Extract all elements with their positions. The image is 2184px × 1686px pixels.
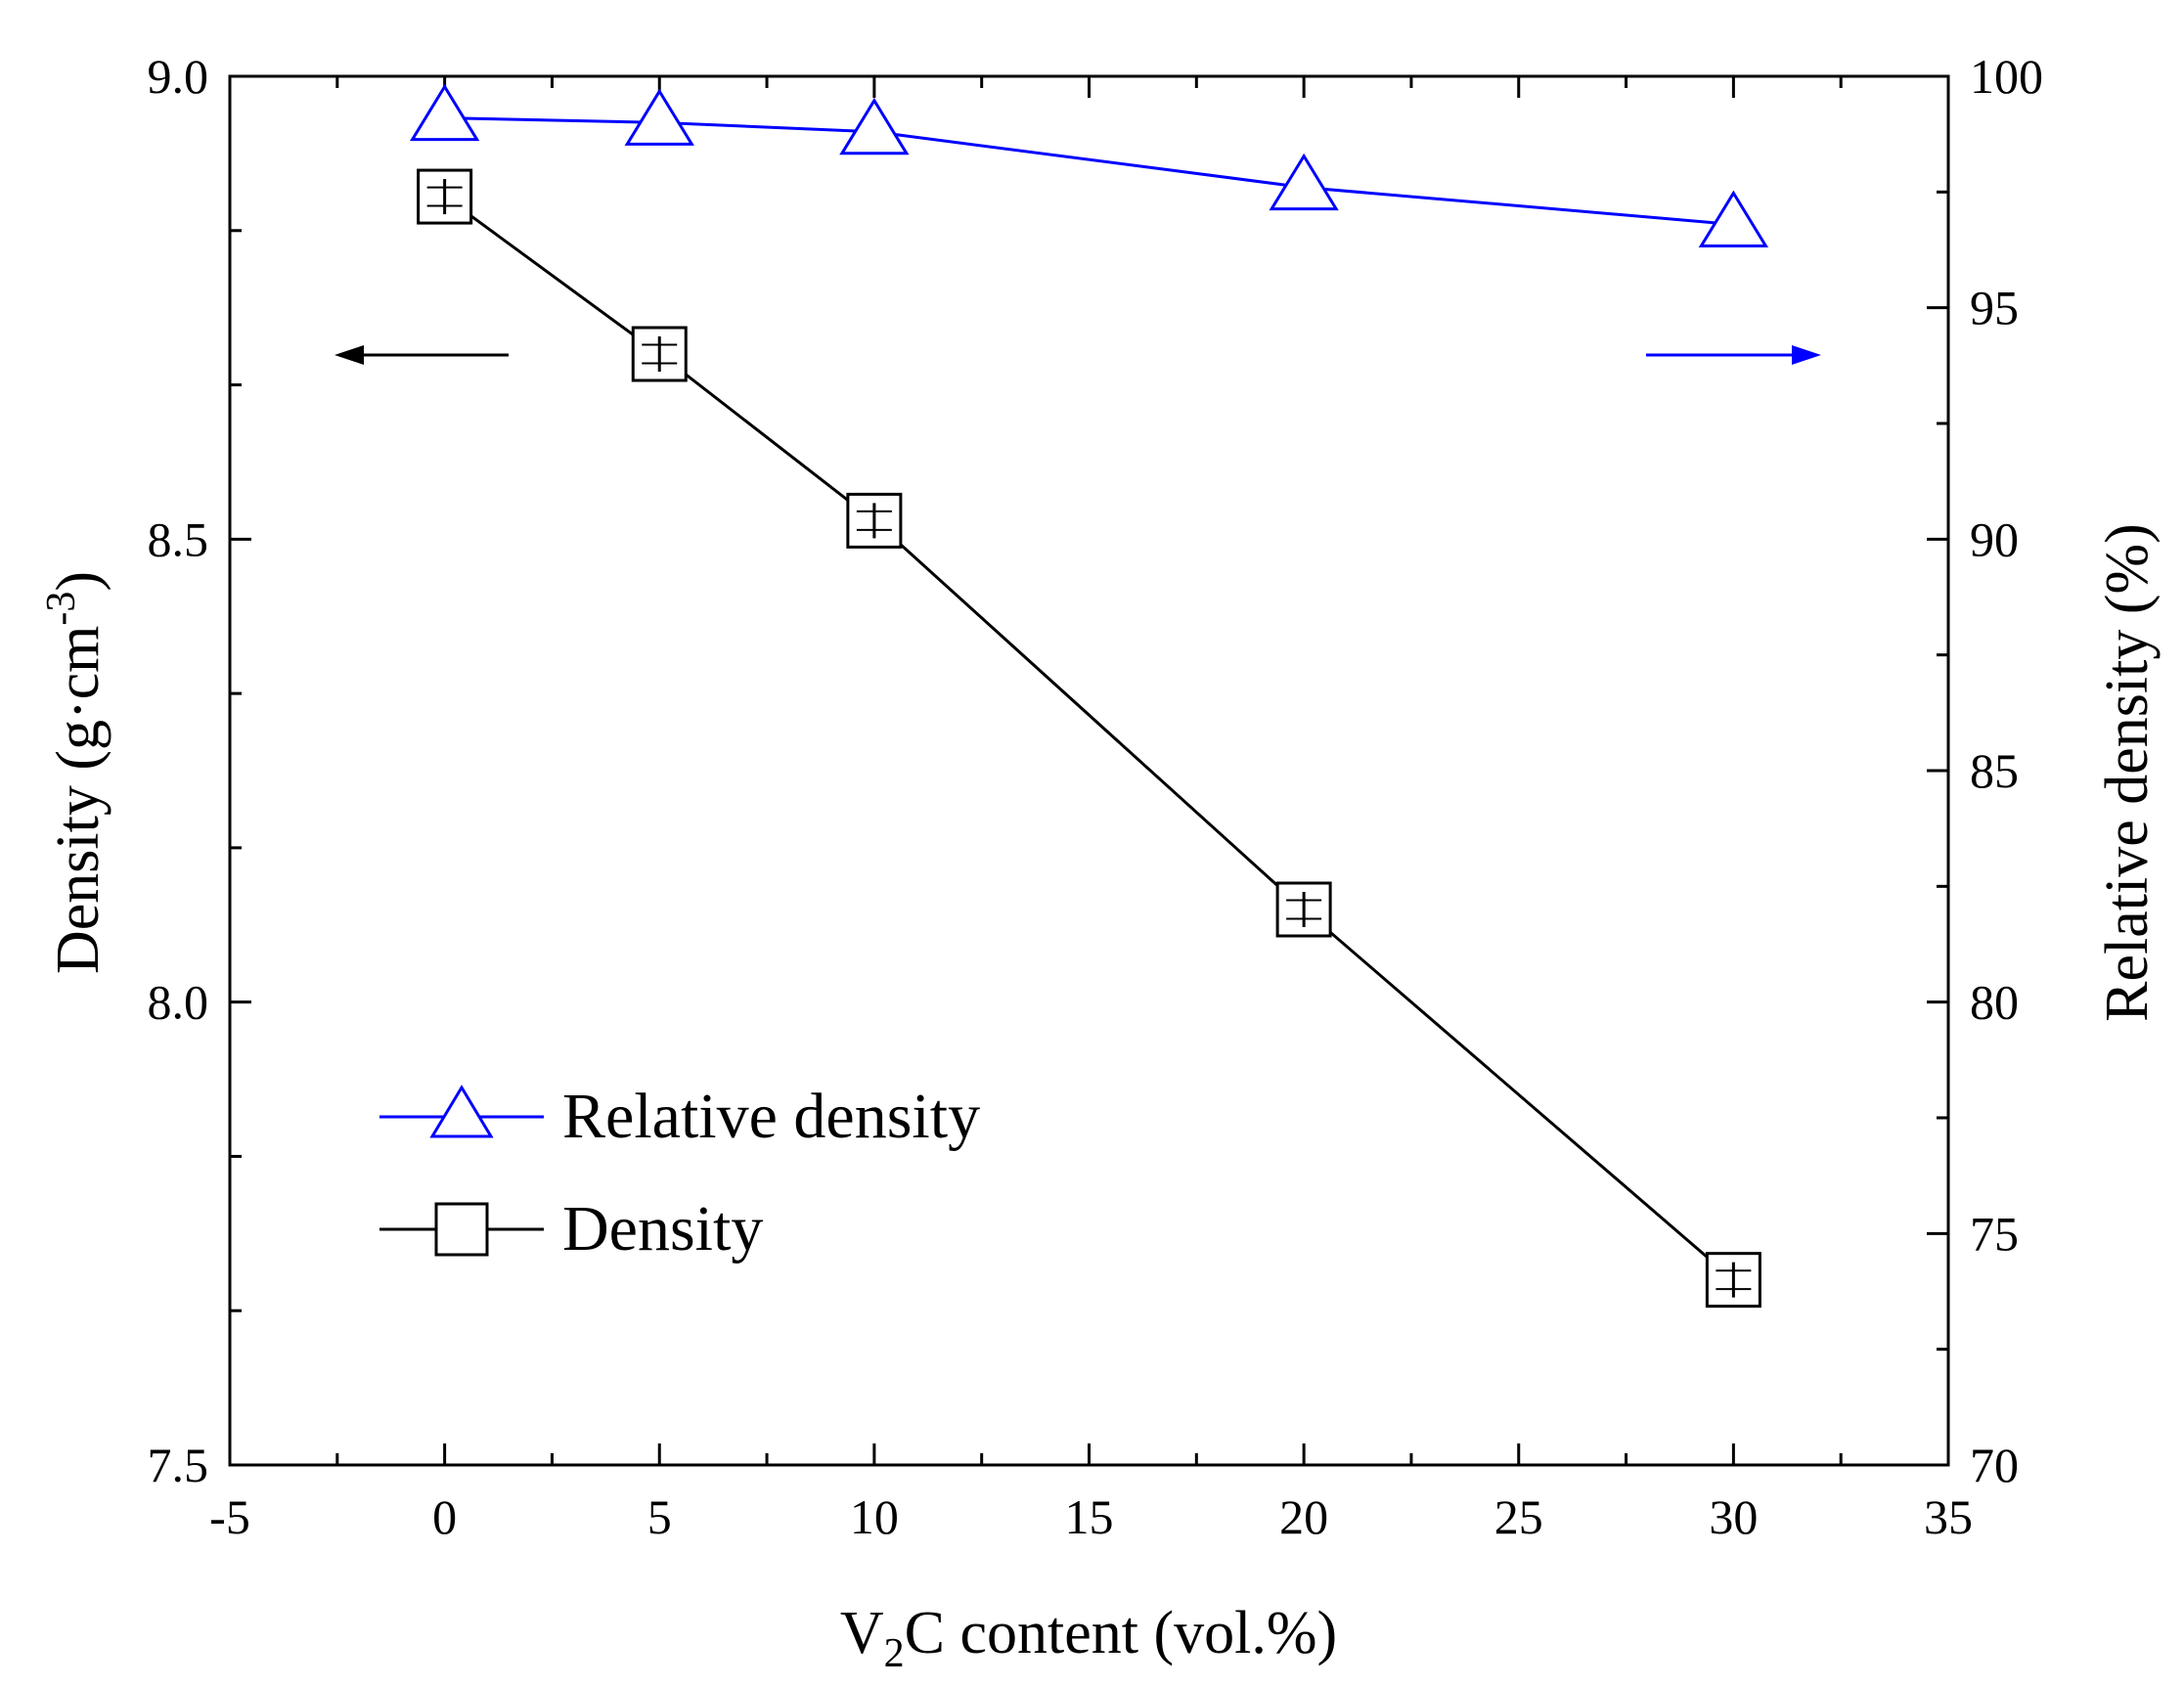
x-tick-label: 10	[850, 1489, 899, 1544]
y2-tick-label: 85	[1970, 743, 2019, 798]
series-layer	[409, 83, 1769, 1309]
legend-item-density: Density	[379, 1193, 763, 1264]
relative-density-point	[1698, 190, 1769, 247]
plot-frame	[228, 74, 1950, 1467]
legend-triangle-marker	[429, 1085, 494, 1138]
axis-ticks	[228, 74, 1950, 1467]
relative-density-point	[839, 97, 910, 155]
relative-density-point	[624, 88, 694, 146]
x-tick-label: 5	[647, 1489, 672, 1544]
x-tick-label: -5	[209, 1489, 250, 1544]
x-axis-title: V2C content (vol.%)	[840, 1600, 1337, 1676]
y2-tick-label: 75	[1970, 1206, 2019, 1261]
y2-tick-label: 90	[1970, 511, 2019, 566]
y2-tick-label: 100	[1970, 49, 2043, 104]
y-tick-labels: 7.5 8.0 8.5 9.0	[148, 49, 209, 1492]
legend-label-density: Density	[562, 1193, 763, 1264]
relative-density-point	[1269, 153, 1339, 211]
x-tick-label: 25	[1494, 1489, 1543, 1544]
x-tick-label: 30	[1709, 1489, 1758, 1544]
x-tick-label: 0	[432, 1489, 457, 1544]
relative-density-point	[409, 83, 480, 142]
left-axis-arrow	[334, 345, 509, 365]
y2-tick-label: 80	[1970, 975, 2019, 1030]
legend: Relative density Density	[379, 1081, 980, 1264]
legend-label-relative-density: Relative density	[562, 1081, 980, 1152]
legend-item-relative-density: Relative density	[379, 1081, 980, 1152]
y-tick-label: 8.0	[148, 975, 209, 1030]
y2-tick-label: 70	[1970, 1438, 2019, 1492]
legend-square-marker	[434, 1202, 489, 1257]
y2-tick-label: 95	[1970, 281, 2019, 335]
y-tick-label: 7.5	[148, 1438, 209, 1492]
y-axis-title: Density (g·cm-3)	[39, 571, 111, 974]
y-tick-label: 9.0	[148, 49, 209, 104]
x-tick-label: 20	[1279, 1489, 1328, 1544]
y-tick-label: 8.5	[148, 511, 209, 566]
y2-tick-labels: 70 75 80 85 90 95 100	[1970, 49, 2043, 1492]
x-tick-label: 35	[1924, 1489, 1973, 1544]
y2-axis-title: Relative density (%)	[2094, 523, 2161, 1022]
right-axis-arrow	[1646, 345, 1821, 365]
x-tick-label: 15	[1065, 1489, 1114, 1544]
x-tick-labels: -5 0 5 10 15 20 25 30 35	[209, 1489, 1973, 1544]
